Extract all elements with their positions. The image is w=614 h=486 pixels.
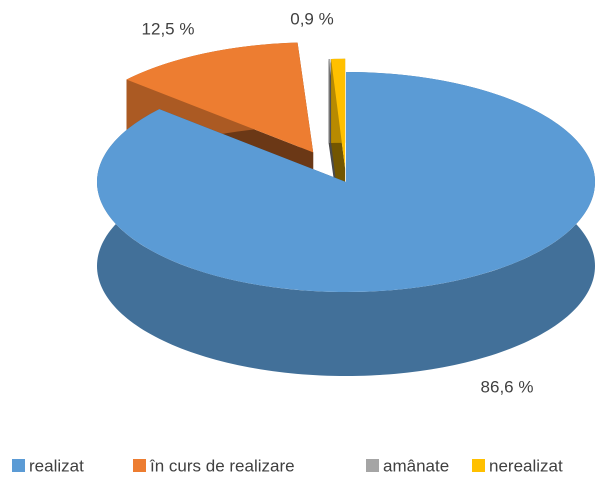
data-label: 0,9 %	[290, 9, 333, 28]
data-label: 86,6 %	[481, 377, 534, 396]
slice	[96, 72, 595, 293]
slice-wall	[328, 58, 331, 144]
data-label: 12,5 %	[142, 19, 195, 38]
legend-swatch	[472, 459, 485, 472]
legend-label: în curs de realizare	[149, 456, 295, 475]
slice	[126, 42, 314, 153]
legend-swatch	[133, 459, 146, 472]
slice	[331, 58, 346, 169]
legend-label: amânate	[383, 456, 449, 475]
legend-label: nerealizat	[489, 456, 563, 475]
legend-swatch	[12, 459, 25, 472]
legend-label: realizat	[29, 456, 84, 475]
legend-swatch	[366, 459, 379, 472]
